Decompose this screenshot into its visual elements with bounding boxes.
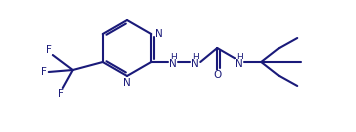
Text: N: N [192, 59, 199, 69]
Text: F: F [46, 45, 52, 55]
Text: N: N [169, 59, 177, 69]
Text: H: H [170, 53, 177, 62]
Text: H: H [236, 53, 243, 62]
Text: H: H [192, 53, 199, 62]
Text: F: F [58, 89, 64, 99]
Text: N: N [235, 59, 243, 69]
Text: N: N [123, 78, 131, 88]
Text: N: N [155, 29, 163, 39]
Text: F: F [41, 67, 47, 77]
Text: O: O [213, 70, 221, 80]
